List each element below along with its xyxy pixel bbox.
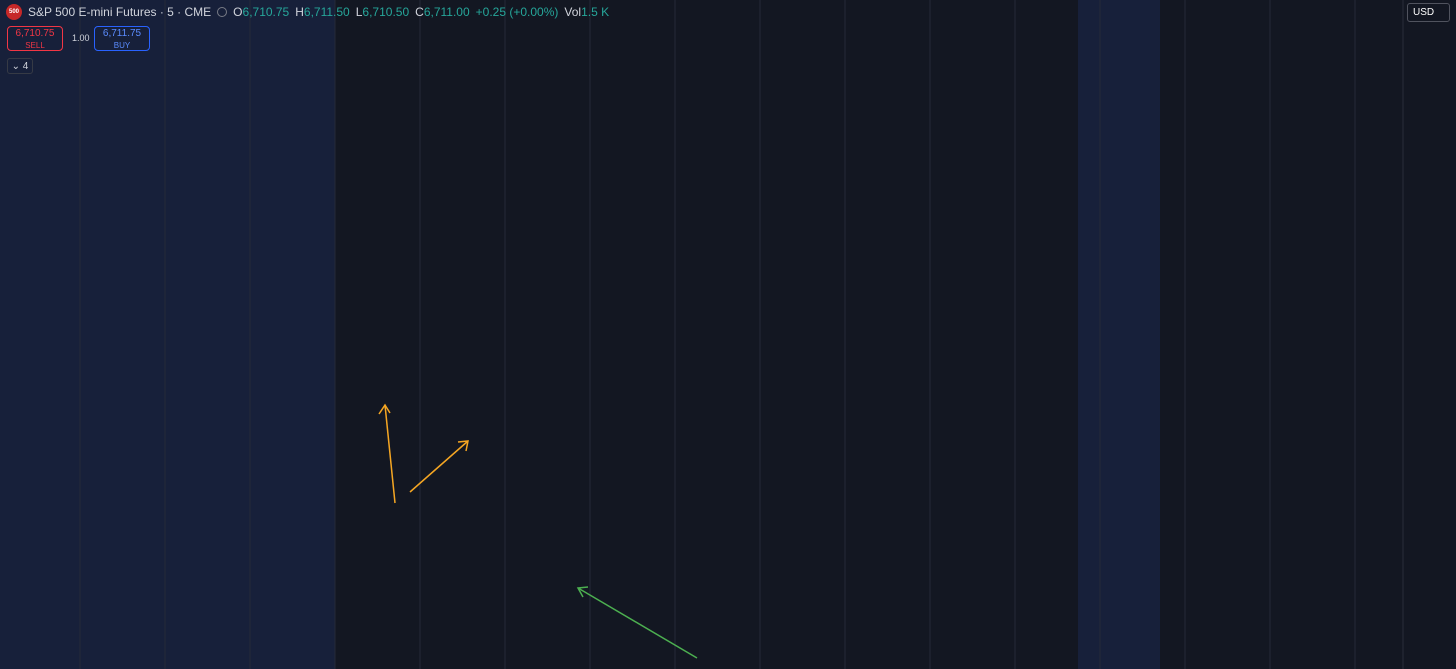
sell-label: SELL	[25, 41, 45, 50]
indicators-toggle[interactable]: ⌄ 4	[7, 58, 33, 74]
currency-button[interactable]: USD	[1407, 3, 1450, 22]
ohlc-value: 6,711.50	[303, 5, 350, 19]
volume: Vol1.5 K	[564, 5, 609, 19]
indicator-count: 4	[22, 61, 29, 72]
ohlc-key: O	[233, 5, 243, 19]
vertical-grid	[79, 0, 1356, 669]
ohlc-item: C6,711.00	[415, 5, 470, 19]
ohlc-item: H6,711.50	[295, 5, 350, 19]
ohlc-value: 6,710.50	[362, 5, 410, 19]
ohlc-value: 6,710.75	[242, 5, 290, 19]
buy-price: 6,711.75	[102, 28, 142, 39]
quantity[interactable]: 1.00	[72, 33, 90, 43]
session-shade	[0, 0, 335, 669]
currency: USD	[1413, 7, 1435, 18]
session-shade	[1078, 0, 1160, 669]
ohlc-item: O6,710.75	[233, 5, 289, 19]
ohlc-value: 6,711.00	[423, 5, 470, 19]
buy-button[interactable]: 6,711.75 BUY	[94, 26, 150, 51]
volume-value: 1.5 K	[581, 5, 610, 19]
ohlc-item: L6,710.50	[356, 5, 409, 19]
ohlc-key: L	[355, 5, 363, 19]
price-axis	[1403, 0, 1456, 669]
buy-label: BUY	[113, 41, 131, 50]
sell-button[interactable]: 6,710.75 SELL	[7, 26, 63, 51]
symbol-header: 500 S&P 500 E-mini Futures · 5 · CME O6,…	[6, 4, 609, 20]
symbol-title[interactable]: S&P 500 E-mini Futures · 5 · CME	[28, 5, 212, 19]
change: +0.25 (+0.00%)	[475, 5, 559, 19]
symbol-logo: 500	[6, 4, 22, 20]
volume-key: Vol	[564, 5, 582, 19]
ohlc-key: C	[415, 5, 424, 19]
ohlc-key: H	[295, 5, 304, 19]
annotation-arrows	[378, 403, 698, 659]
status-dot	[217, 7, 228, 17]
sell-price: 6,710.75	[15, 28, 55, 39]
